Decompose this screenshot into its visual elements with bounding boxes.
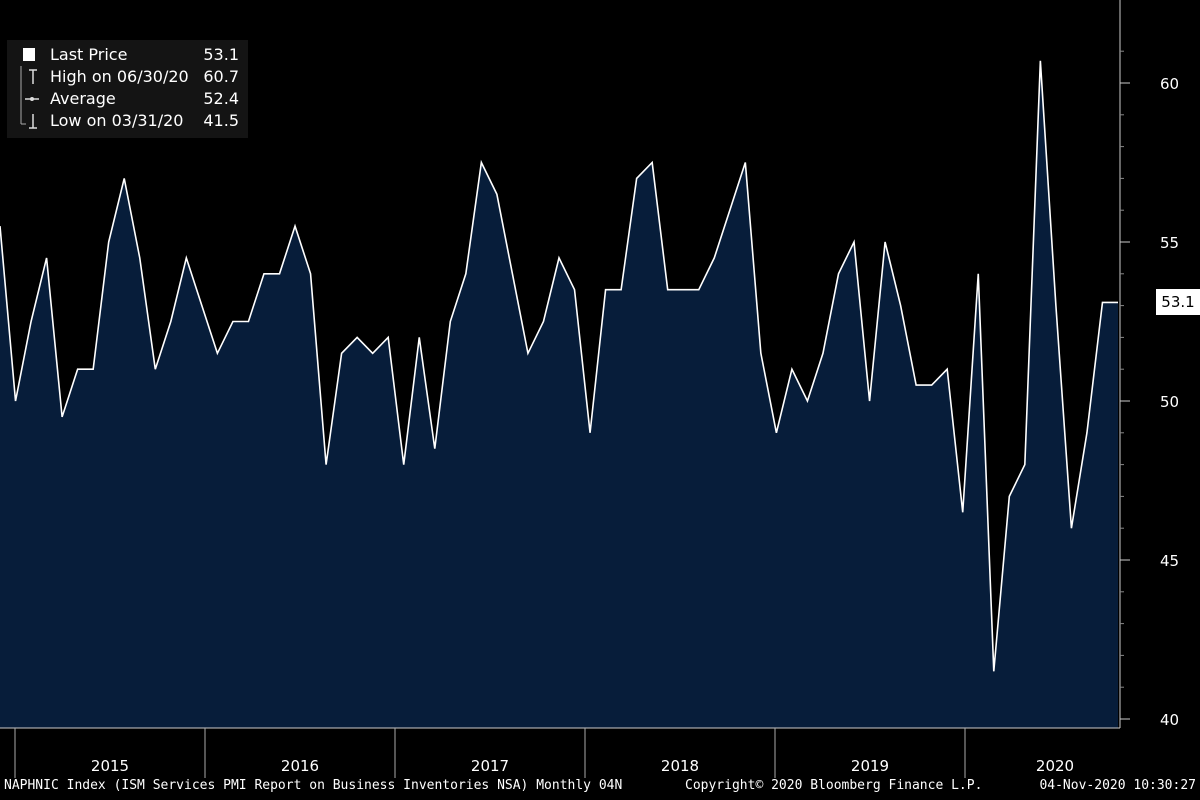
y-tick-label: 40: [1160, 711, 1179, 729]
x-tick-label: 2019: [851, 757, 889, 775]
high-marker-icon: [20, 66, 37, 88]
filled-square-icon: [23, 48, 35, 61]
legend-label: Low on 03/31/20: [50, 111, 184, 130]
average-marker-icon: [20, 88, 39, 110]
y-tick-label: 60: [1160, 75, 1179, 93]
legend-item-last-price: Last Price 53.1: [7, 44, 248, 66]
y-axis: 40 45 50 55 60: [1119, 0, 1179, 729]
chart-legend: Last Price 53.1 High on 06/30/20 60.7 Av…: [7, 40, 248, 138]
series-area: [0, 60, 1118, 729]
footer-series-description: NAPHNIC Index (ISM Services PMI Report o…: [4, 778, 623, 793]
legend-label: High on 06/30/20: [50, 67, 189, 86]
x-axis: 2015 2016 2017 2018 2019 2020: [0, 727, 1120, 778]
y-tick-label: 55: [1160, 234, 1179, 252]
y-tick-label: 50: [1160, 393, 1179, 411]
series-line: [0, 60, 1118, 672]
footer-timestamp: 04-Nov-2020 10:30:27: [1039, 778, 1196, 793]
legend-value: 60.7: [203, 67, 239, 86]
legend-value: 52.4: [203, 89, 239, 108]
legend-item-low: Low on 03/31/20 41.5: [7, 110, 248, 132]
plot-area: [0, 60, 1118, 729]
y-tick-label: 45: [1160, 552, 1179, 570]
legend-item-high: High on 06/30/20 60.7: [7, 66, 248, 88]
legend-item-average: Average 52.4: [7, 88, 248, 110]
footer-copyright: Copyright© 2020 Bloomberg Finance L.P.: [685, 778, 983, 793]
x-tick-label: 2018: [661, 757, 699, 775]
last-value-badge: 53.1: [1156, 289, 1200, 316]
low-marker-icon: [20, 110, 37, 129]
legend-value: 41.5: [203, 111, 239, 130]
legend-label: Last Price: [50, 45, 128, 64]
legend-value: 53.1: [203, 45, 239, 64]
x-tick-label: 2015: [91, 757, 129, 775]
legend-label: Average: [50, 89, 116, 108]
x-tick-label: 2020: [1036, 757, 1074, 775]
x-tick-label: 2016: [281, 757, 319, 775]
x-tick-label: 2017: [471, 757, 509, 775]
